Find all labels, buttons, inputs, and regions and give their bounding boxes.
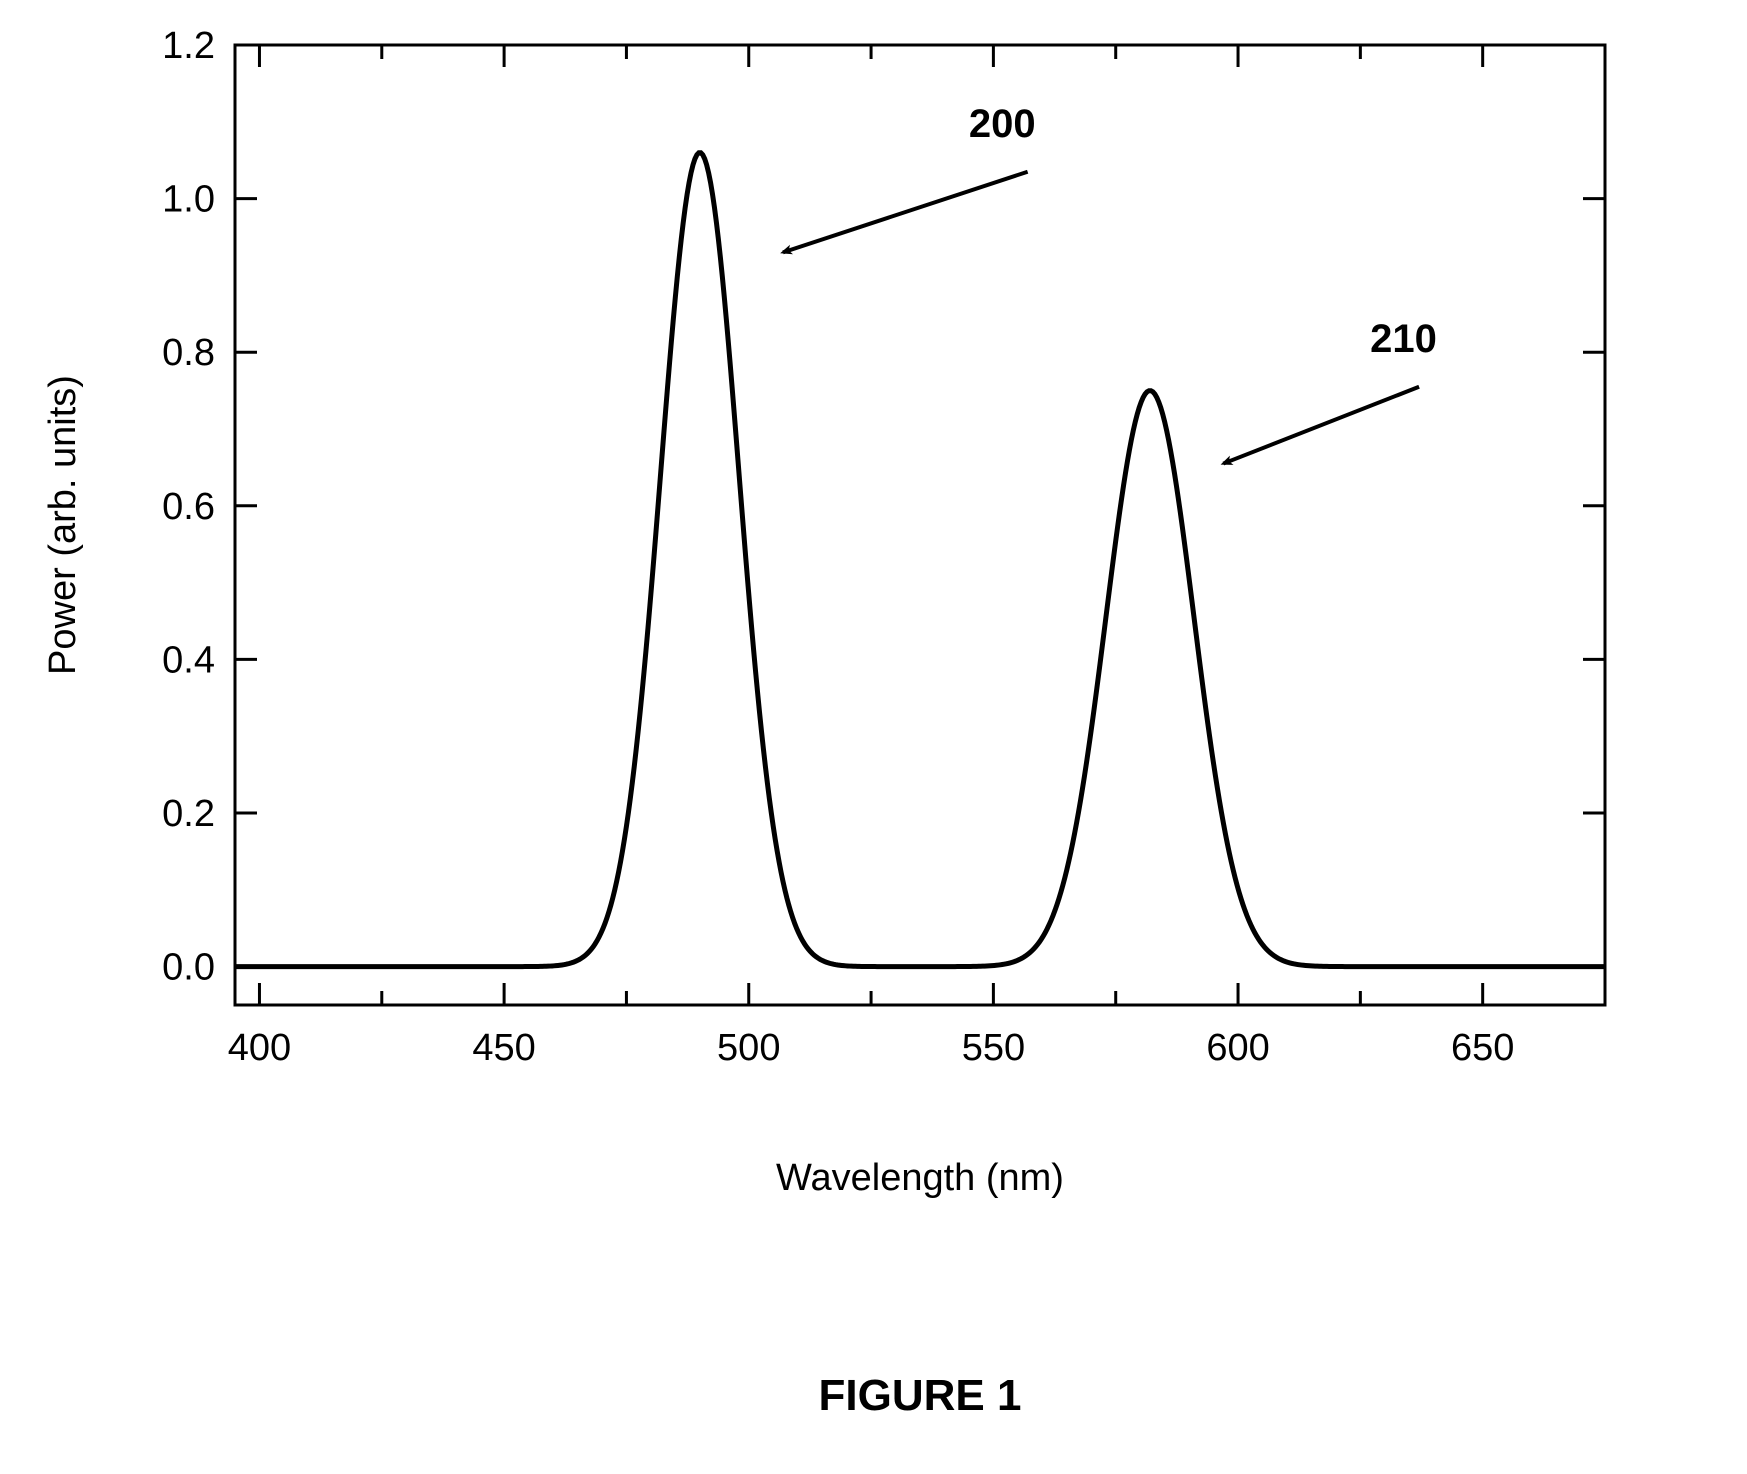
- y-axis-ticks: [235, 45, 1605, 967]
- svg-text:400: 400: [228, 1027, 291, 1069]
- svg-text:0.0: 0.0: [162, 947, 215, 989]
- svg-text:650: 650: [1451, 1027, 1514, 1069]
- svg-text:1.2: 1.2: [162, 25, 215, 67]
- plot-frame: [235, 45, 1605, 1005]
- svg-text:450: 450: [472, 1027, 535, 1069]
- svg-text:0.6: 0.6: [162, 486, 215, 528]
- y-axis-tick-labels: 0.0 0.2 0.4 0.6 0.8 1.0 1.2: [162, 25, 215, 989]
- svg-text:0.8: 0.8: [162, 332, 215, 374]
- spectrum-curve: [235, 153, 1605, 967]
- svg-text:0.4: 0.4: [162, 639, 215, 681]
- x-axis-label: Wavelength (nm): [776, 1157, 1064, 1199]
- y-axis-label: Power (arb. units): [42, 375, 84, 675]
- svg-text:600: 600: [1206, 1027, 1269, 1069]
- spectrum-chart: 400 450 500 550 600 650 0.0 0.2 0.4 0.6 0.8 1.0 1.2…: [0, 0, 1747, 1474]
- svg-text:210: 210: [1370, 317, 1437, 361]
- svg-text:200: 200: [969, 102, 1036, 146]
- svg-text:1.0: 1.0: [162, 179, 215, 221]
- peak-annotations: 200 210: [783, 102, 1437, 463]
- x-axis-tick-labels: 400 450 500 550 600 650: [228, 1027, 1515, 1069]
- svg-text:0.2: 0.2: [162, 793, 215, 835]
- svg-text:550: 550: [962, 1027, 1025, 1069]
- x-axis-ticks: [259, 45, 1482, 1005]
- figure-caption: FIGURE 1: [819, 1371, 1022, 1420]
- svg-text:500: 500: [717, 1027, 780, 1069]
